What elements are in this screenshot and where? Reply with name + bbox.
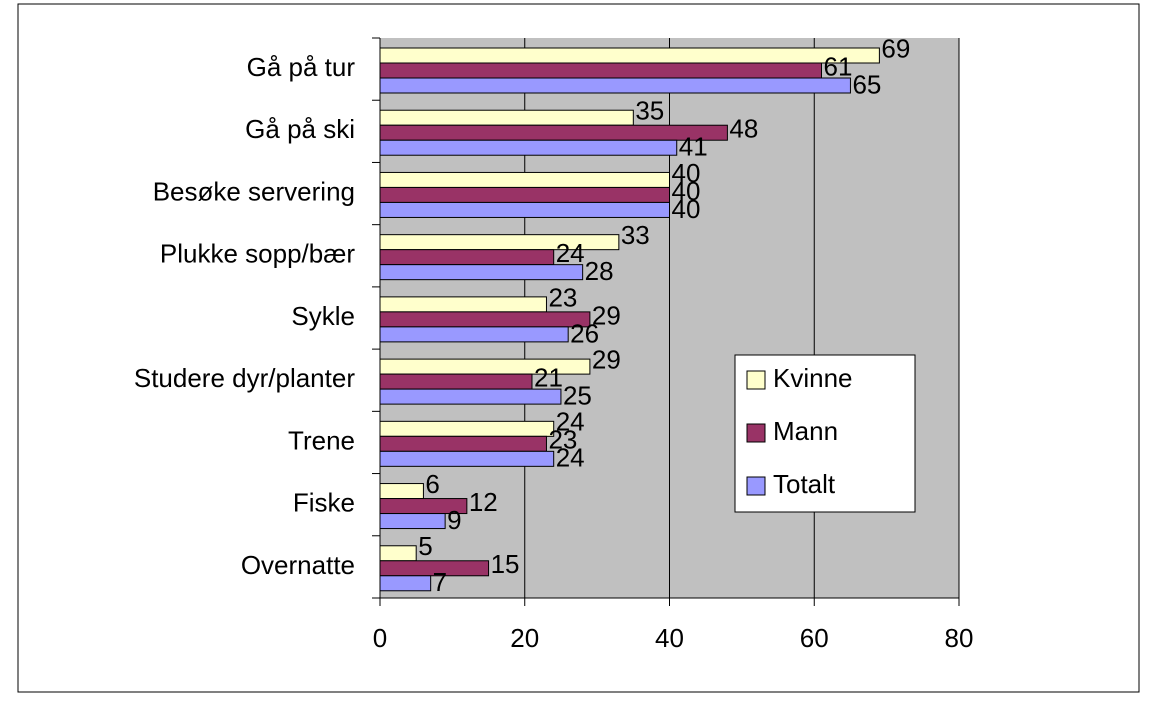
bar [379, 109, 634, 126]
bar [379, 545, 417, 562]
bar [379, 186, 670, 203]
data-label: 29 [592, 300, 621, 330]
data-label: 6 [425, 469, 439, 499]
legend-label: Totalt [773, 469, 836, 499]
bar [379, 77, 851, 94]
bar [379, 62, 822, 79]
data-label: 35 [635, 96, 664, 126]
x-tick-label: 80 [945, 623, 974, 653]
data-label: 28 [585, 256, 614, 286]
x-tick-label: 40 [655, 623, 684, 653]
data-label: 5 [418, 531, 432, 561]
bar [379, 264, 584, 281]
y-tick-label: Besøke servering [153, 176, 355, 206]
x-tick-label: 0 [373, 623, 387, 653]
data-label: 21 [534, 362, 563, 392]
bar [379, 435, 547, 452]
bar [379, 575, 432, 592]
data-label: 48 [729, 114, 758, 144]
data-label: 40 [672, 194, 701, 224]
data-label: 24 [556, 443, 585, 473]
data-label: 15 [491, 549, 520, 579]
legend-swatch [746, 476, 766, 496]
data-label: 9 [447, 505, 461, 535]
bar [379, 47, 880, 64]
bar [379, 373, 533, 390]
bar [379, 296, 547, 313]
data-label: 23 [548, 425, 577, 455]
y-tick-label: Studere dyr/planter [134, 363, 355, 393]
legend-swatch [746, 423, 766, 443]
legend-swatch [746, 370, 766, 390]
y-tick-label: Gå på ski [245, 114, 355, 144]
bar [379, 124, 728, 141]
y-tick-label: Trene [288, 425, 355, 455]
bar [379, 388, 562, 405]
bar [379, 326, 569, 343]
y-tick-label: Overnatte [241, 550, 355, 580]
data-label: 69 [881, 33, 910, 63]
bar [379, 513, 446, 530]
data-label: 26 [570, 318, 599, 348]
legend-label: Kvinne [773, 363, 853, 393]
y-tick-label: Plukke sopp/bær [160, 239, 355, 269]
x-tick-label: 60 [800, 623, 829, 653]
bar [379, 450, 555, 467]
data-label: 40 [672, 158, 701, 188]
data-label: 61 [823, 51, 852, 81]
y-tick-label: Sykle [291, 301, 355, 331]
data-label: 41 [679, 132, 708, 162]
bar [379, 311, 591, 328]
legend-label: Mann [773, 416, 838, 446]
data-label: 12 [469, 487, 498, 517]
bar [379, 201, 670, 218]
x-tick-label: 20 [510, 623, 539, 653]
data-label: 7 [433, 567, 447, 597]
data-label: 23 [548, 282, 577, 312]
bar [379, 420, 555, 437]
bar [379, 139, 678, 156]
data-label: 29 [592, 344, 621, 374]
data-label: 65 [852, 69, 881, 99]
data-label: 24 [556, 238, 585, 268]
y-tick-label: Gå på tur [247, 52, 356, 82]
data-label: 33 [621, 220, 650, 250]
bar [379, 560, 490, 577]
bar [379, 249, 555, 266]
bar [379, 483, 424, 500]
data-label: 25 [563, 380, 592, 410]
bar [379, 171, 670, 188]
y-tick-label: Fiske [293, 488, 355, 518]
data-label: 24 [556, 407, 585, 437]
data-label: 40 [672, 176, 701, 206]
